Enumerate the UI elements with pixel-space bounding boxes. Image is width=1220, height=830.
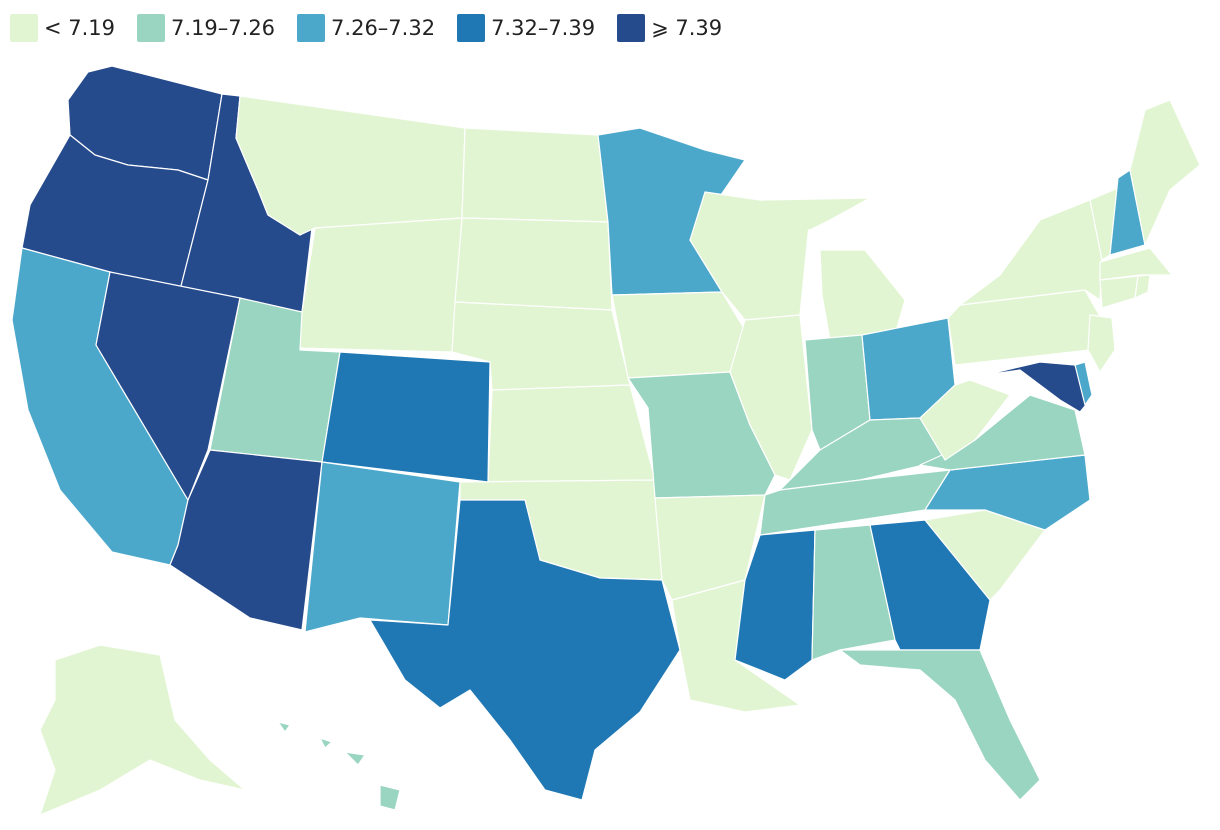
legend-item-bin-1: 7.19–7.26	[137, 14, 275, 42]
legend-item-bin-2: 7.26–7.32	[297, 14, 435, 42]
state-ky[interactable]	[779, 417, 946, 491]
state-al[interactable]	[811, 524, 896, 661]
state-ri[interactable]	[1134, 274, 1151, 299]
state-ak[interactable]	[39, 644, 246, 816]
state-nm[interactable]	[304, 461, 461, 633]
state-tx[interactable]	[369, 499, 681, 801]
legend-item-bin-4: ⩾ 7.39	[617, 14, 722, 42]
state-co[interactable]	[321, 351, 491, 483]
states-layer	[11, 65, 1201, 816]
state-sc[interactable]	[924, 509, 1046, 601]
state-hi[interactable]	[277, 721, 401, 811]
legend-item-bin-0: < 7.19	[10, 14, 115, 42]
legend-swatch-bin-1	[137, 14, 166, 42]
state-nv[interactable]	[95, 271, 241, 501]
state-de[interactable]	[1074, 361, 1093, 406]
legend-item-bin-3: 7.32–7.39	[457, 14, 595, 42]
state-ny[interactable]	[959, 199, 1103, 306]
legend-label-bin-0: < 7.19	[44, 16, 116, 40]
legend-swatch-bin-2	[297, 14, 326, 42]
state-md[interactable]	[984, 361, 1091, 413]
state-sd[interactable]	[454, 217, 613, 311]
state-il[interactable]	[729, 314, 813, 481]
state-ia[interactable]	[611, 291, 746, 379]
state-nd[interactable]	[461, 127, 609, 223]
legend-swatch-bin-4	[617, 14, 646, 42]
legend-label-bin-4: ⩾ 7.39	[651, 16, 723, 40]
state-mt[interactable]	[235, 95, 466, 236]
state-wv[interactable]	[919, 379, 1011, 461]
state-me[interactable]	[1129, 99, 1201, 246]
state-nj[interactable]	[1087, 314, 1116, 373]
legend-label-bin-1: 7.19–7.26	[171, 16, 276, 40]
state-fl[interactable]	[839, 649, 1041, 801]
legend-label-bin-3: 7.32–7.39	[491, 16, 596, 40]
state-ct[interactable]	[1099, 275, 1139, 309]
legend: < 7.19 7.19–7.26 7.26–7.32 7.32–7.39 ⩾ 7…	[10, 12, 744, 44]
legend-swatch-bin-0	[10, 14, 38, 42]
state-ks[interactable]	[487, 384, 656, 483]
legend-label-bin-2: 7.26–7.32	[331, 16, 436, 40]
state-wy[interactable]	[295, 217, 463, 353]
legend-swatch-bin-3	[457, 14, 486, 42]
state-wi[interactable]	[689, 191, 811, 321]
state-ma[interactable]	[1099, 247, 1173, 281]
